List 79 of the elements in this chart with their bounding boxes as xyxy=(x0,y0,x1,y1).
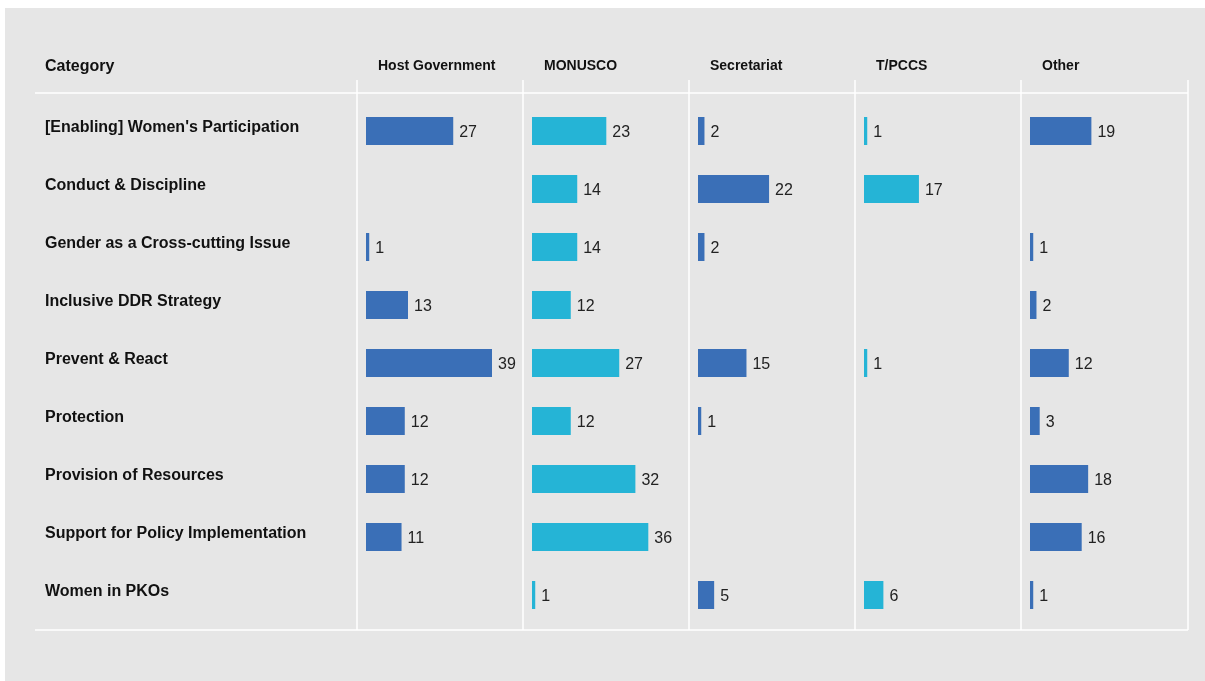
chart-title: Other xyxy=(1042,57,1080,73)
data-label: 2 xyxy=(1042,296,1052,314)
y-tick-label: Protection xyxy=(45,407,125,425)
data-label: 2 xyxy=(710,122,720,140)
bar xyxy=(698,407,702,435)
bar xyxy=(366,349,492,377)
bar xyxy=(532,407,571,435)
bar xyxy=(366,291,408,319)
bar xyxy=(1030,117,1092,145)
data-label: 13 xyxy=(414,296,432,314)
y-tick-label: Gender as a Cross-cutting Issue xyxy=(45,233,291,251)
y-tick-label: Inclusive DDR Strategy xyxy=(45,291,222,309)
data-label: 12 xyxy=(1074,354,1093,372)
data-label: 1 xyxy=(541,586,551,604)
bar xyxy=(366,233,370,261)
data-label: 14 xyxy=(583,180,602,198)
data-label: 11 xyxy=(407,528,425,546)
bar xyxy=(698,349,747,377)
chart-title: Secretariat xyxy=(710,57,783,73)
y-tick-label: Provision of Resources xyxy=(45,465,224,483)
y-tick-label: [Enabling] Women's Participation xyxy=(45,117,300,135)
bar xyxy=(532,117,607,145)
data-label: 12 xyxy=(410,412,429,430)
bar xyxy=(1030,349,1069,377)
y-tick-label: Support for Policy Implementation xyxy=(45,523,307,541)
data-label: 1 xyxy=(873,354,883,372)
y-axis-title: Category xyxy=(45,57,115,74)
bar xyxy=(532,175,578,203)
data-label: 1 xyxy=(1039,238,1049,256)
bar xyxy=(532,465,636,493)
bar xyxy=(366,407,405,435)
data-label: 22 xyxy=(775,180,793,198)
data-label: 1 xyxy=(1039,586,1049,604)
bar xyxy=(698,117,705,145)
bar xyxy=(1030,407,1040,435)
data-label: 27 xyxy=(625,354,644,372)
chart-title: MONUSCO xyxy=(544,57,618,73)
bar xyxy=(698,233,705,261)
data-label: 18 xyxy=(1094,470,1113,488)
data-label: 6 xyxy=(889,586,899,604)
data-label: 17 xyxy=(924,180,943,198)
y-tick-label: Conduct & Discipline xyxy=(45,175,206,193)
data-label: 1 xyxy=(375,238,385,256)
data-label: 14 xyxy=(583,238,602,256)
data-label: 36 xyxy=(654,528,673,546)
bar xyxy=(1030,523,1082,551)
data-label: 12 xyxy=(576,412,595,430)
bar xyxy=(532,523,649,551)
data-label: 1 xyxy=(707,412,717,430)
bar xyxy=(1030,581,1034,609)
data-label: 12 xyxy=(410,470,429,488)
bar xyxy=(532,291,571,319)
data-label: 2 xyxy=(710,238,720,256)
data-label: 27 xyxy=(459,122,478,140)
bar xyxy=(1030,233,1034,261)
bar xyxy=(532,581,536,609)
bar xyxy=(366,465,405,493)
data-label: 12 xyxy=(576,296,595,314)
bar xyxy=(532,233,578,261)
data-label: 3 xyxy=(1045,412,1055,430)
data-label: 19 xyxy=(1097,122,1116,140)
data-label: 23 xyxy=(612,122,631,140)
bar xyxy=(532,349,620,377)
bar xyxy=(366,523,402,551)
chart-title: Host Government xyxy=(378,57,496,73)
bar xyxy=(698,175,770,203)
bar xyxy=(698,581,715,609)
data-label: 5 xyxy=(720,586,730,604)
data-label: 1 xyxy=(873,122,883,140)
y-tick-label: Prevent & React xyxy=(45,349,169,367)
chart-title: T/PCCS xyxy=(876,57,928,73)
data-label: 39 xyxy=(498,354,516,372)
y-tick-label: Women in PKOs xyxy=(45,581,170,599)
data-label: 32 xyxy=(641,470,660,488)
data-label: 15 xyxy=(752,354,771,372)
bar xyxy=(1030,465,1089,493)
data-label: 16 xyxy=(1087,528,1106,546)
bar xyxy=(366,117,454,145)
bar xyxy=(1030,291,1037,319)
